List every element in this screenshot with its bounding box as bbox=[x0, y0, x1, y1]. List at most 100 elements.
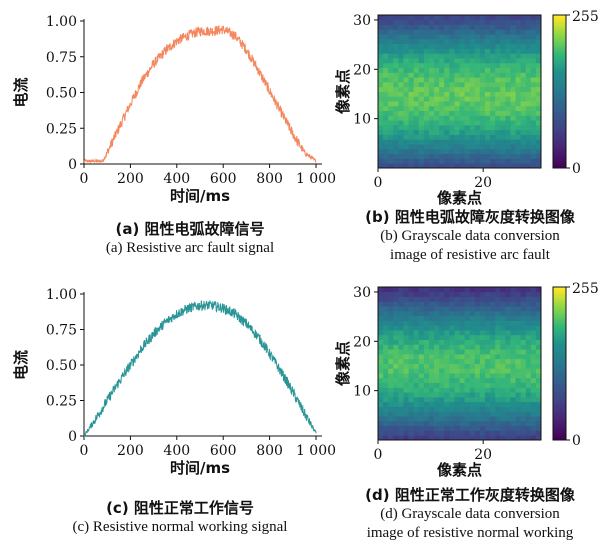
heat-cell bbox=[403, 373, 409, 379]
heat-cell bbox=[378, 420, 384, 427]
heat-cell bbox=[434, 48, 440, 54]
heat-cell bbox=[393, 34, 399, 40]
heat-cell bbox=[535, 124, 542, 131]
colorbar-step bbox=[553, 20, 566, 24]
heat-cell bbox=[490, 24, 496, 30]
heat-cell bbox=[403, 325, 409, 331]
heat-cell bbox=[474, 382, 481, 388]
heat-cell bbox=[495, 115, 501, 121]
heat-cell bbox=[505, 91, 511, 97]
heat-cell bbox=[535, 339, 542, 345]
heat-cell bbox=[444, 86, 450, 92]
heat-cell bbox=[398, 401, 404, 407]
heat-cell bbox=[535, 120, 542, 126]
heat-cell bbox=[530, 315, 537, 321]
heat-cell bbox=[505, 349, 511, 355]
heat-cell bbox=[449, 115, 455, 121]
heat-cell bbox=[408, 339, 415, 345]
heat-cell bbox=[454, 153, 460, 159]
heat-cell bbox=[500, 96, 506, 102]
heat-cell bbox=[469, 349, 476, 355]
heat-cell bbox=[500, 396, 506, 403]
heat-cell bbox=[408, 48, 415, 54]
heat-cell bbox=[484, 38, 491, 45]
heat-cell bbox=[439, 387, 445, 393]
heat-cell bbox=[510, 363, 516, 369]
heat-cell bbox=[525, 387, 532, 393]
heat-cell bbox=[495, 48, 501, 54]
heat-cell bbox=[500, 392, 506, 398]
heat-cell bbox=[490, 91, 496, 97]
heat-cell bbox=[393, 406, 399, 412]
heat-cell bbox=[383, 310, 389, 317]
heat-cell bbox=[444, 153, 450, 159]
heat-cell bbox=[469, 315, 476, 321]
heat-cell bbox=[383, 105, 389, 112]
heat-cell bbox=[398, 24, 404, 30]
heat-cell bbox=[484, 158, 491, 164]
heat-cell bbox=[439, 425, 445, 431]
heat-cell bbox=[459, 396, 465, 403]
heat-cell bbox=[398, 48, 404, 54]
heat-cell bbox=[530, 81, 537, 88]
heat-cell bbox=[510, 48, 516, 54]
heat-cell bbox=[439, 287, 445, 293]
heat-cell bbox=[449, 91, 455, 97]
heat-cell bbox=[449, 158, 455, 164]
heat-cell bbox=[423, 148, 430, 155]
heat-cell bbox=[495, 377, 501, 384]
heat-cell bbox=[428, 153, 435, 159]
heat-cell bbox=[479, 296, 486, 302]
heat-cell bbox=[495, 124, 501, 131]
colorbar-step bbox=[553, 399, 566, 403]
heat-cell bbox=[500, 387, 506, 393]
heat-cell bbox=[469, 416, 476, 422]
heat-cell bbox=[444, 363, 450, 369]
heat-cell bbox=[449, 163, 455, 169]
heat-cell bbox=[515, 53, 522, 59]
heat-cell bbox=[398, 339, 404, 345]
heat-cell bbox=[423, 19, 430, 25]
heat-cell bbox=[439, 363, 445, 369]
heat-cell bbox=[505, 101, 511, 107]
heat-cell bbox=[393, 287, 399, 293]
heat-cell bbox=[434, 396, 440, 403]
heat-cell bbox=[495, 430, 501, 436]
heat-cell bbox=[403, 392, 409, 398]
heat-cell bbox=[464, 81, 471, 88]
heat-cell bbox=[398, 110, 404, 116]
heat-cell bbox=[413, 387, 420, 393]
heat-cell bbox=[439, 306, 445, 312]
heat-cell bbox=[439, 48, 445, 54]
heat-cell bbox=[439, 24, 445, 30]
heat-cell bbox=[495, 72, 501, 78]
heat-cell bbox=[408, 387, 415, 393]
heat-cell bbox=[403, 72, 409, 78]
heat-cell bbox=[535, 158, 542, 164]
heat-cell bbox=[383, 81, 389, 88]
heat-cell bbox=[449, 124, 455, 131]
colorbar-step bbox=[553, 106, 566, 110]
heat-cell bbox=[495, 373, 501, 379]
heat-cell bbox=[428, 144, 435, 150]
heat-cell bbox=[490, 382, 496, 388]
heat-cell bbox=[439, 396, 445, 403]
heat-cell bbox=[393, 382, 399, 388]
heat-cell bbox=[525, 363, 532, 369]
heat-cell bbox=[459, 48, 465, 54]
heat-cell bbox=[418, 377, 425, 384]
heat-cell bbox=[469, 34, 476, 40]
colorbar-step bbox=[553, 348, 566, 352]
heat-cell bbox=[434, 420, 440, 427]
heat-cell bbox=[495, 349, 501, 355]
heat-cell bbox=[474, 101, 481, 107]
heat-cell bbox=[469, 58, 476, 64]
heat-cell bbox=[393, 430, 399, 436]
heat-cell bbox=[495, 396, 501, 403]
heat-cell bbox=[479, 325, 486, 331]
heat-cell bbox=[423, 96, 430, 102]
heat-cell bbox=[535, 34, 542, 40]
heat-cell bbox=[444, 325, 450, 331]
heat-cell bbox=[469, 19, 476, 25]
heat-cell bbox=[423, 38, 430, 45]
